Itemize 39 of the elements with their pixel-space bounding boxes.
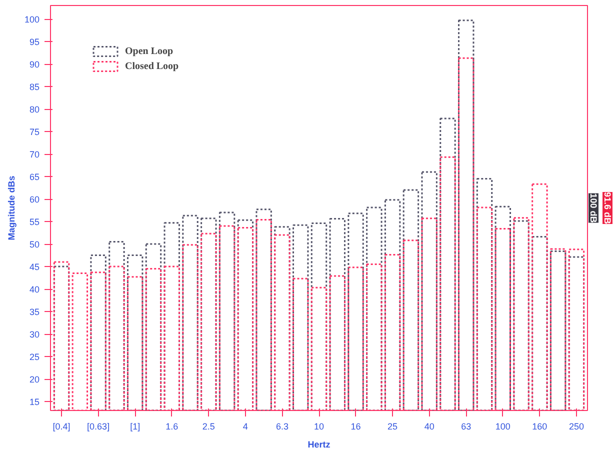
y-axis-title: Magnitude dBs: [6, 176, 16, 240]
x-tick-label: 6.3: [276, 422, 288, 432]
y-tick-label: 45: [29, 262, 40, 272]
y-tick-label: 70: [29, 150, 40, 160]
y-tick-label: 65: [29, 172, 40, 182]
x-tick-label: 1.6: [166, 422, 178, 432]
x-axis-title: Hertz: [308, 440, 331, 450]
y-tick-label: 15: [29, 397, 40, 407]
x-tick-label: 100: [495, 422, 510, 432]
y-tick-label: 95: [29, 37, 40, 47]
x-tick-label: [1]: [130, 422, 140, 432]
y-tick-label: 30: [29, 330, 40, 340]
y-tick-label: 20: [29, 374, 40, 384]
x-tick-label: 16: [350, 422, 361, 432]
y-tick-label: 85: [29, 82, 40, 92]
x-tick-label: 63: [461, 422, 472, 432]
y-tick-label: 60: [29, 194, 40, 204]
x-tick-label: 25: [388, 422, 398, 432]
x-tick-label: 160: [532, 422, 548, 432]
x-tick-label: 250: [568, 422, 584, 432]
y-tick-label: 40: [29, 284, 40, 294]
y-tick-label: 75: [29, 127, 40, 137]
legend-label: Open Loop: [125, 46, 174, 56]
x-tick-label: 10: [314, 422, 324, 432]
text: 91.6 dB: [602, 192, 612, 225]
y-tick-label: 50: [29, 240, 40, 250]
text: 100 dB: [588, 193, 598, 224]
x-tick-label: 2.5: [202, 422, 215, 432]
y-tick-label: 100: [24, 14, 40, 24]
y-tick-label: 80: [29, 104, 40, 114]
y-tick-label: 55: [29, 217, 40, 227]
legend-label: Closed Loop: [125, 60, 179, 72]
x-tick-label: 40: [424, 422, 434, 432]
x-tick-label: [0.63]: [87, 422, 110, 432]
y-tick-label: 90: [29, 60, 40, 70]
y-tick-label: 25: [29, 352, 40, 362]
x-tick-label: 4: [242, 422, 248, 432]
x-tick-label: [0.4]: [52, 422, 70, 432]
y-tick-label: 35: [29, 307, 40, 317]
